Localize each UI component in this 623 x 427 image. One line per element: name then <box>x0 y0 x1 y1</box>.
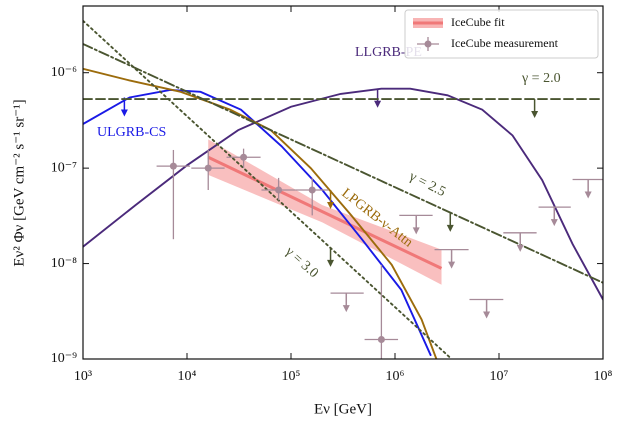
curve <box>83 87 603 301</box>
measurement-limit-head <box>550 219 558 227</box>
measurement-limit-head <box>412 227 420 235</box>
curve <box>83 43 603 284</box>
y-tick-label: 10⁻⁸ <box>51 256 77 271</box>
limit-arrow-head <box>120 109 128 117</box>
measurement-limit <box>412 215 420 235</box>
limit-arrow <box>120 97 128 117</box>
measurement-point <box>169 162 177 170</box>
measurement-limit-head <box>448 261 456 269</box>
limit-arrow-head <box>327 259 335 267</box>
plot-area <box>83 19 603 359</box>
axes-frame <box>82 5 604 360</box>
limit-arrow-head <box>374 100 382 108</box>
curve-label: γ = 2.0 <box>521 71 561 86</box>
curve-label: γ = 3.0 <box>281 244 320 282</box>
limit-arrow-head <box>531 111 539 119</box>
legend-label: IceCube fit <box>451 15 505 29</box>
limit-arrow <box>446 212 454 232</box>
fit-line <box>207 155 443 270</box>
y-tick-label: 10⁻⁷ <box>51 160 77 175</box>
limit-arrow <box>374 88 382 108</box>
measurement-limit <box>550 207 558 227</box>
measurement-limit-head <box>584 191 592 199</box>
x-axis-label: Eν [GeV] <box>314 401 372 417</box>
measurement-limit-head <box>342 305 350 313</box>
legend-box <box>404 9 599 59</box>
measurement-point <box>275 186 283 194</box>
measurement-point <box>377 336 385 344</box>
limit-arrow-head <box>327 202 335 210</box>
y-axis-label: Eν² Φν [GeV cm⁻² s⁻¹ sr⁻¹] <box>11 99 27 266</box>
measurement-point <box>308 186 316 194</box>
curve <box>83 67 438 359</box>
curve <box>83 88 432 356</box>
x-tick-label: 10⁴ <box>178 369 197 384</box>
x-tick-label: 10⁶ <box>386 369 405 384</box>
legend-label: IceCube measurement <box>451 36 559 50</box>
measurement-limit <box>448 249 456 269</box>
limit-arrow <box>327 190 335 210</box>
limit-arrow <box>531 99 539 119</box>
legend-meas-dot <box>424 40 432 48</box>
measurement-point <box>240 153 248 161</box>
curve-label: ULGRB-CS <box>97 125 166 140</box>
measurement-limit <box>584 179 592 199</box>
x-tick-label: 10⁷ <box>490 369 509 384</box>
limit-arrow-head <box>446 224 454 232</box>
y-tick-label: 10⁻⁶ <box>51 65 77 80</box>
measurement-limit <box>516 232 524 252</box>
measurement-limit <box>342 293 350 313</box>
measurement-point <box>204 164 212 172</box>
measurement-limit-head <box>483 311 491 319</box>
limit-arrow <box>327 247 335 267</box>
measurement-limit <box>483 299 491 319</box>
y-tick-label: 10⁻⁹ <box>51 351 77 366</box>
x-tick-label: 10⁸ <box>594 369 613 384</box>
x-tick-label: 10³ <box>74 369 92 384</box>
x-tick-label: 10⁵ <box>282 369 301 384</box>
measurement-limit-head <box>516 244 524 252</box>
